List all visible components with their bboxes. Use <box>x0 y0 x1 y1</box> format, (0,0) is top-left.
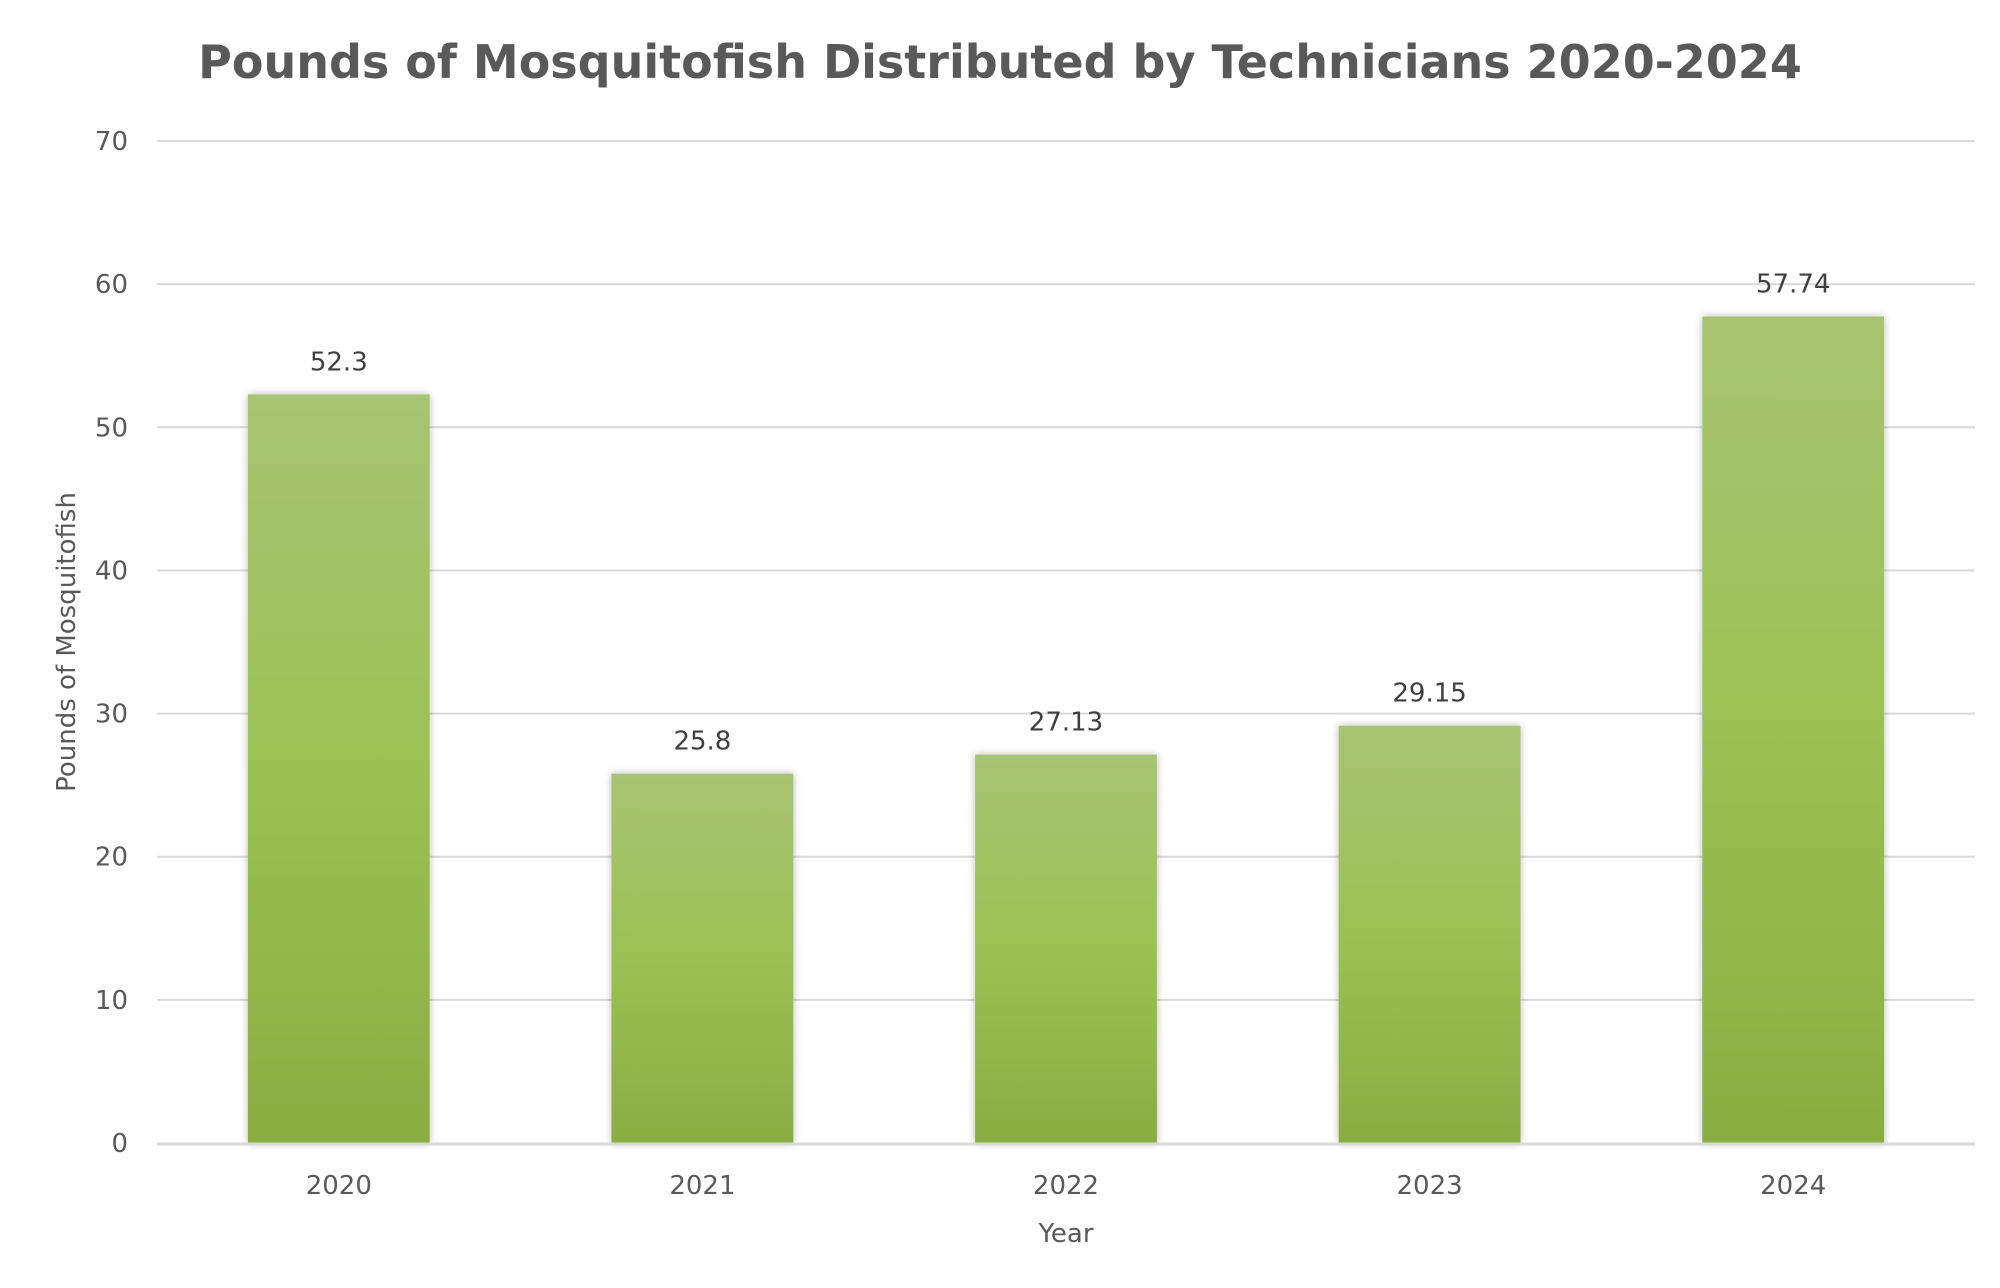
bar-2021 <box>611 773 794 1143</box>
data-label-2023: 29.15 <box>1392 679 1466 709</box>
data-label-2020: 52.3 <box>310 347 368 377</box>
data-label-2022: 27.13 <box>1029 708 1103 738</box>
x-tick-label: 2024 <box>1760 1171 1826 1201</box>
y-axis-label: Pounds of Mosquitofish <box>52 492 82 792</box>
y-tick-label: 10 <box>95 986 128 1016</box>
x-axis-ticks: 2020 2021 2022 2023 2024 <box>306 1171 1827 1201</box>
bar-2020 <box>247 394 430 1143</box>
y-tick-label: 0 <box>111 1129 128 1159</box>
y-tick-label: 20 <box>95 843 128 873</box>
x-tick-label: 2022 <box>1033 1171 1099 1201</box>
y-tick-label: 40 <box>95 556 128 586</box>
y-tick-label: 70 <box>95 127 128 157</box>
y-tick-label: 60 <box>95 270 128 300</box>
x-tick-label: 2021 <box>669 1171 735 1201</box>
gridlines <box>157 140 1975 1001</box>
bars <box>247 316 1885 1143</box>
data-label-2024: 57.74 <box>1756 269 1830 299</box>
y-tick-label: 50 <box>95 413 128 443</box>
chart-title: Pounds of Mosquitofish Distributed by Te… <box>198 35 1802 89</box>
y-axis-ticks: 0 10 20 30 40 50 60 70 <box>95 127 128 1159</box>
x-tick-label: 2020 <box>306 1171 372 1201</box>
data-label-2021: 25.8 <box>673 727 731 757</box>
data-labels: 52.3 25.8 27.13 29.15 57.74 <box>310 269 1831 756</box>
y-tick-label: 30 <box>95 700 128 730</box>
bar-2023 <box>1338 725 1521 1143</box>
x-axis-label: Year <box>1037 1219 1093 1249</box>
bar-2022 <box>975 754 1157 1143</box>
bar-2024 <box>1702 316 1885 1143</box>
x-tick-label: 2023 <box>1397 1171 1463 1201</box>
